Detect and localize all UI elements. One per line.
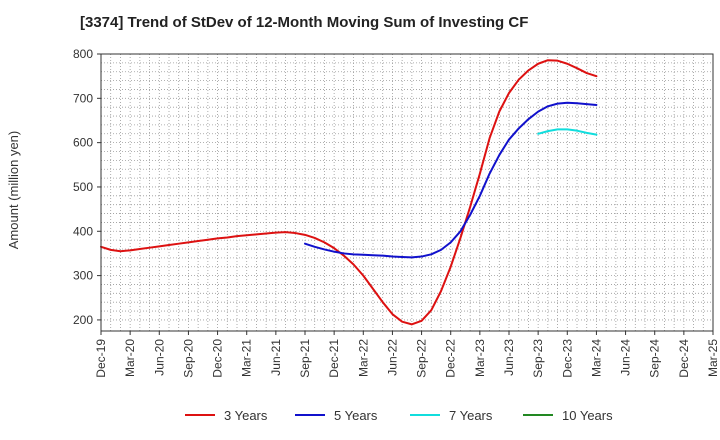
x-ticks: Dec-19 Mar-20 Jun-20 Sep-20 Dec-20 Mar-21 Jun-… <box>94 331 720 378</box>
chart-title: [3374] Trend of StDev of 12-Month Moving… <box>80 14 528 31</box>
y-tick-label: 200 <box>73 313 93 327</box>
series-line-2 <box>304 101 598 259</box>
y-tick-label: 700 <box>73 91 93 105</box>
x-tick-label: Dec-20 <box>211 339 225 378</box>
y-tick-label: 800 <box>73 47 93 61</box>
grid <box>101 54 713 331</box>
series-line-3 <box>537 128 598 136</box>
legend-label: 7 Years <box>449 408 493 423</box>
x-tick-label: Jun-22 <box>385 339 399 376</box>
x-tick-label: Jun-20 <box>152 339 166 376</box>
plot-frame <box>100 53 714 332</box>
y-tick-label: 500 <box>73 180 93 194</box>
x-tick-label: Sep-23 <box>531 339 545 378</box>
y-ticks: 200 300 400 500 600 700 800 <box>73 47 101 327</box>
x-tick-label: Dec-19 <box>94 339 108 378</box>
x-tick-label: Jun-21 <box>269 339 283 376</box>
x-tick-label: Dec-23 <box>560 339 574 378</box>
legend: 3 Years 5 Years 7 Years 10 Years <box>185 408 613 423</box>
x-tick-label: Sep-24 <box>648 339 662 378</box>
x-tick-label: Dec-24 <box>677 339 691 378</box>
series-lines <box>100 59 598 326</box>
legend-label: 10 Years <box>562 408 613 423</box>
y-axis-label: Amount (million yen) <box>6 131 21 250</box>
y-tick-label: 400 <box>73 224 93 238</box>
x-tick-label: Jun-23 <box>502 339 516 376</box>
x-tick-label: Mar-21 <box>240 339 254 377</box>
x-tick-label: Mar-22 <box>356 339 370 377</box>
series-line-1 <box>100 59 598 326</box>
legend-label: 5 Years <box>334 408 378 423</box>
x-tick-label: Sep-22 <box>415 339 429 378</box>
x-tick-label: Mar-23 <box>473 339 487 377</box>
x-tick-label: Sep-21 <box>298 339 312 378</box>
x-tick-label: Jun-24 <box>619 339 633 376</box>
y-tick-label: 600 <box>73 136 93 150</box>
x-tick-label: Dec-21 <box>327 339 341 378</box>
x-tick-label: Mar-20 <box>123 339 137 377</box>
x-tick-label: Sep-20 <box>181 339 195 378</box>
x-tick-label: Mar-25 <box>706 339 720 377</box>
legend-label: 3 Years <box>224 408 268 423</box>
y-tick-label: 300 <box>73 269 93 283</box>
x-tick-label: Mar-24 <box>589 339 603 377</box>
x-tick-label: Dec-22 <box>444 339 458 378</box>
